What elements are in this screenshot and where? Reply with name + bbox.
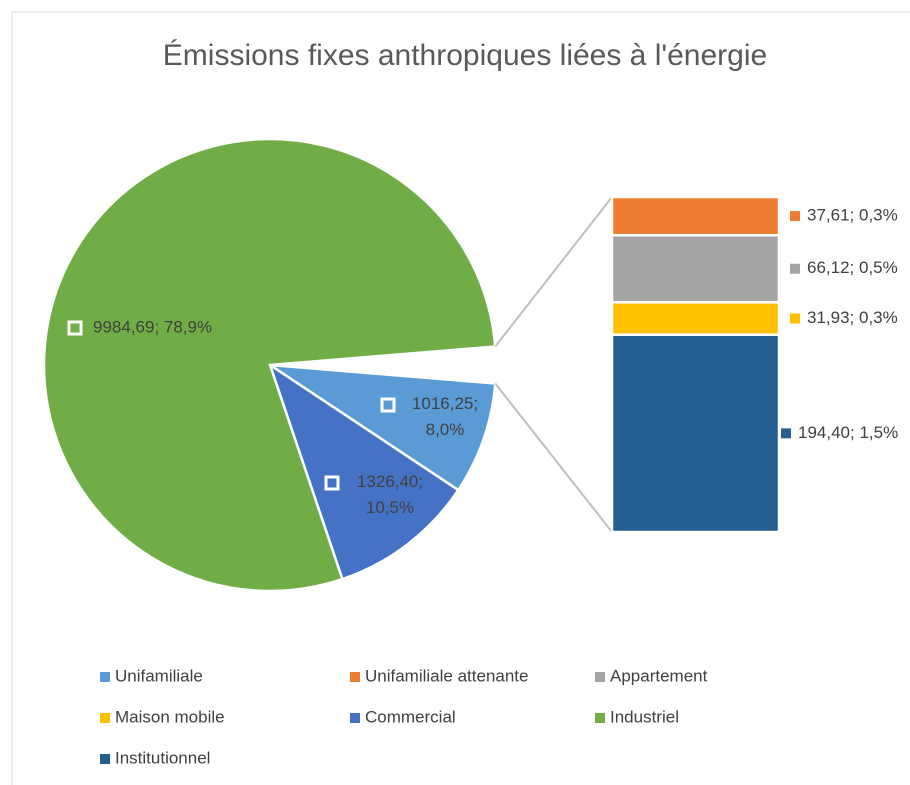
chart-title: Émissions fixes anthropiques liées à l'é… [163,39,767,72]
label-marker [380,397,396,413]
legend-label: Institutionnel [115,748,210,767]
label-marker [790,263,800,274]
data-label: 9984,69; 78,9% [93,317,212,336]
connector-line [494,196,613,348]
bar-segment [610,195,781,237]
legend-swatch [595,672,605,682]
data-label-box: 1016,25; 8,0% [411,394,479,439]
data-label: 1016,25; 8,0% [411,394,479,439]
legend-swatch [100,672,110,682]
data-label: 31,93; 0,3% [807,308,898,327]
legend-swatch [100,754,110,764]
legend-label: Appartement [610,666,708,685]
legend-label: Maison mobile [115,707,225,726]
data-label: 1326,40; 10,5% [356,472,424,517]
pie-slice [269,363,497,492]
legend-label: Industriel [610,707,679,726]
connector-line [494,382,613,533]
label-marker [781,428,791,439]
data-label: 66,12; 0,5% [807,258,898,277]
pie-slice [42,137,497,593]
bar-segment [610,301,781,336]
legend-swatch [100,713,110,723]
label-marker [790,313,800,324]
label-marker [67,320,83,336]
data-label-box: 1326,40; 10,5% [356,472,424,517]
label-marker [790,211,800,222]
legend-label: Unifamiliale [115,666,203,685]
legend-label: Unifamiliale attenante [365,666,528,685]
bar-segment [610,233,781,304]
legend-label: Commercial [365,707,456,726]
data-label: 194,40; 1,5% [798,423,898,442]
legend-swatch [350,713,360,723]
bar-segment [610,333,781,534]
legend-swatch [595,713,605,723]
data-label: 37,61; 0,3% [807,206,898,225]
legend-swatch [350,672,360,682]
pie-slice [267,361,460,581]
label-marker [324,475,340,491]
